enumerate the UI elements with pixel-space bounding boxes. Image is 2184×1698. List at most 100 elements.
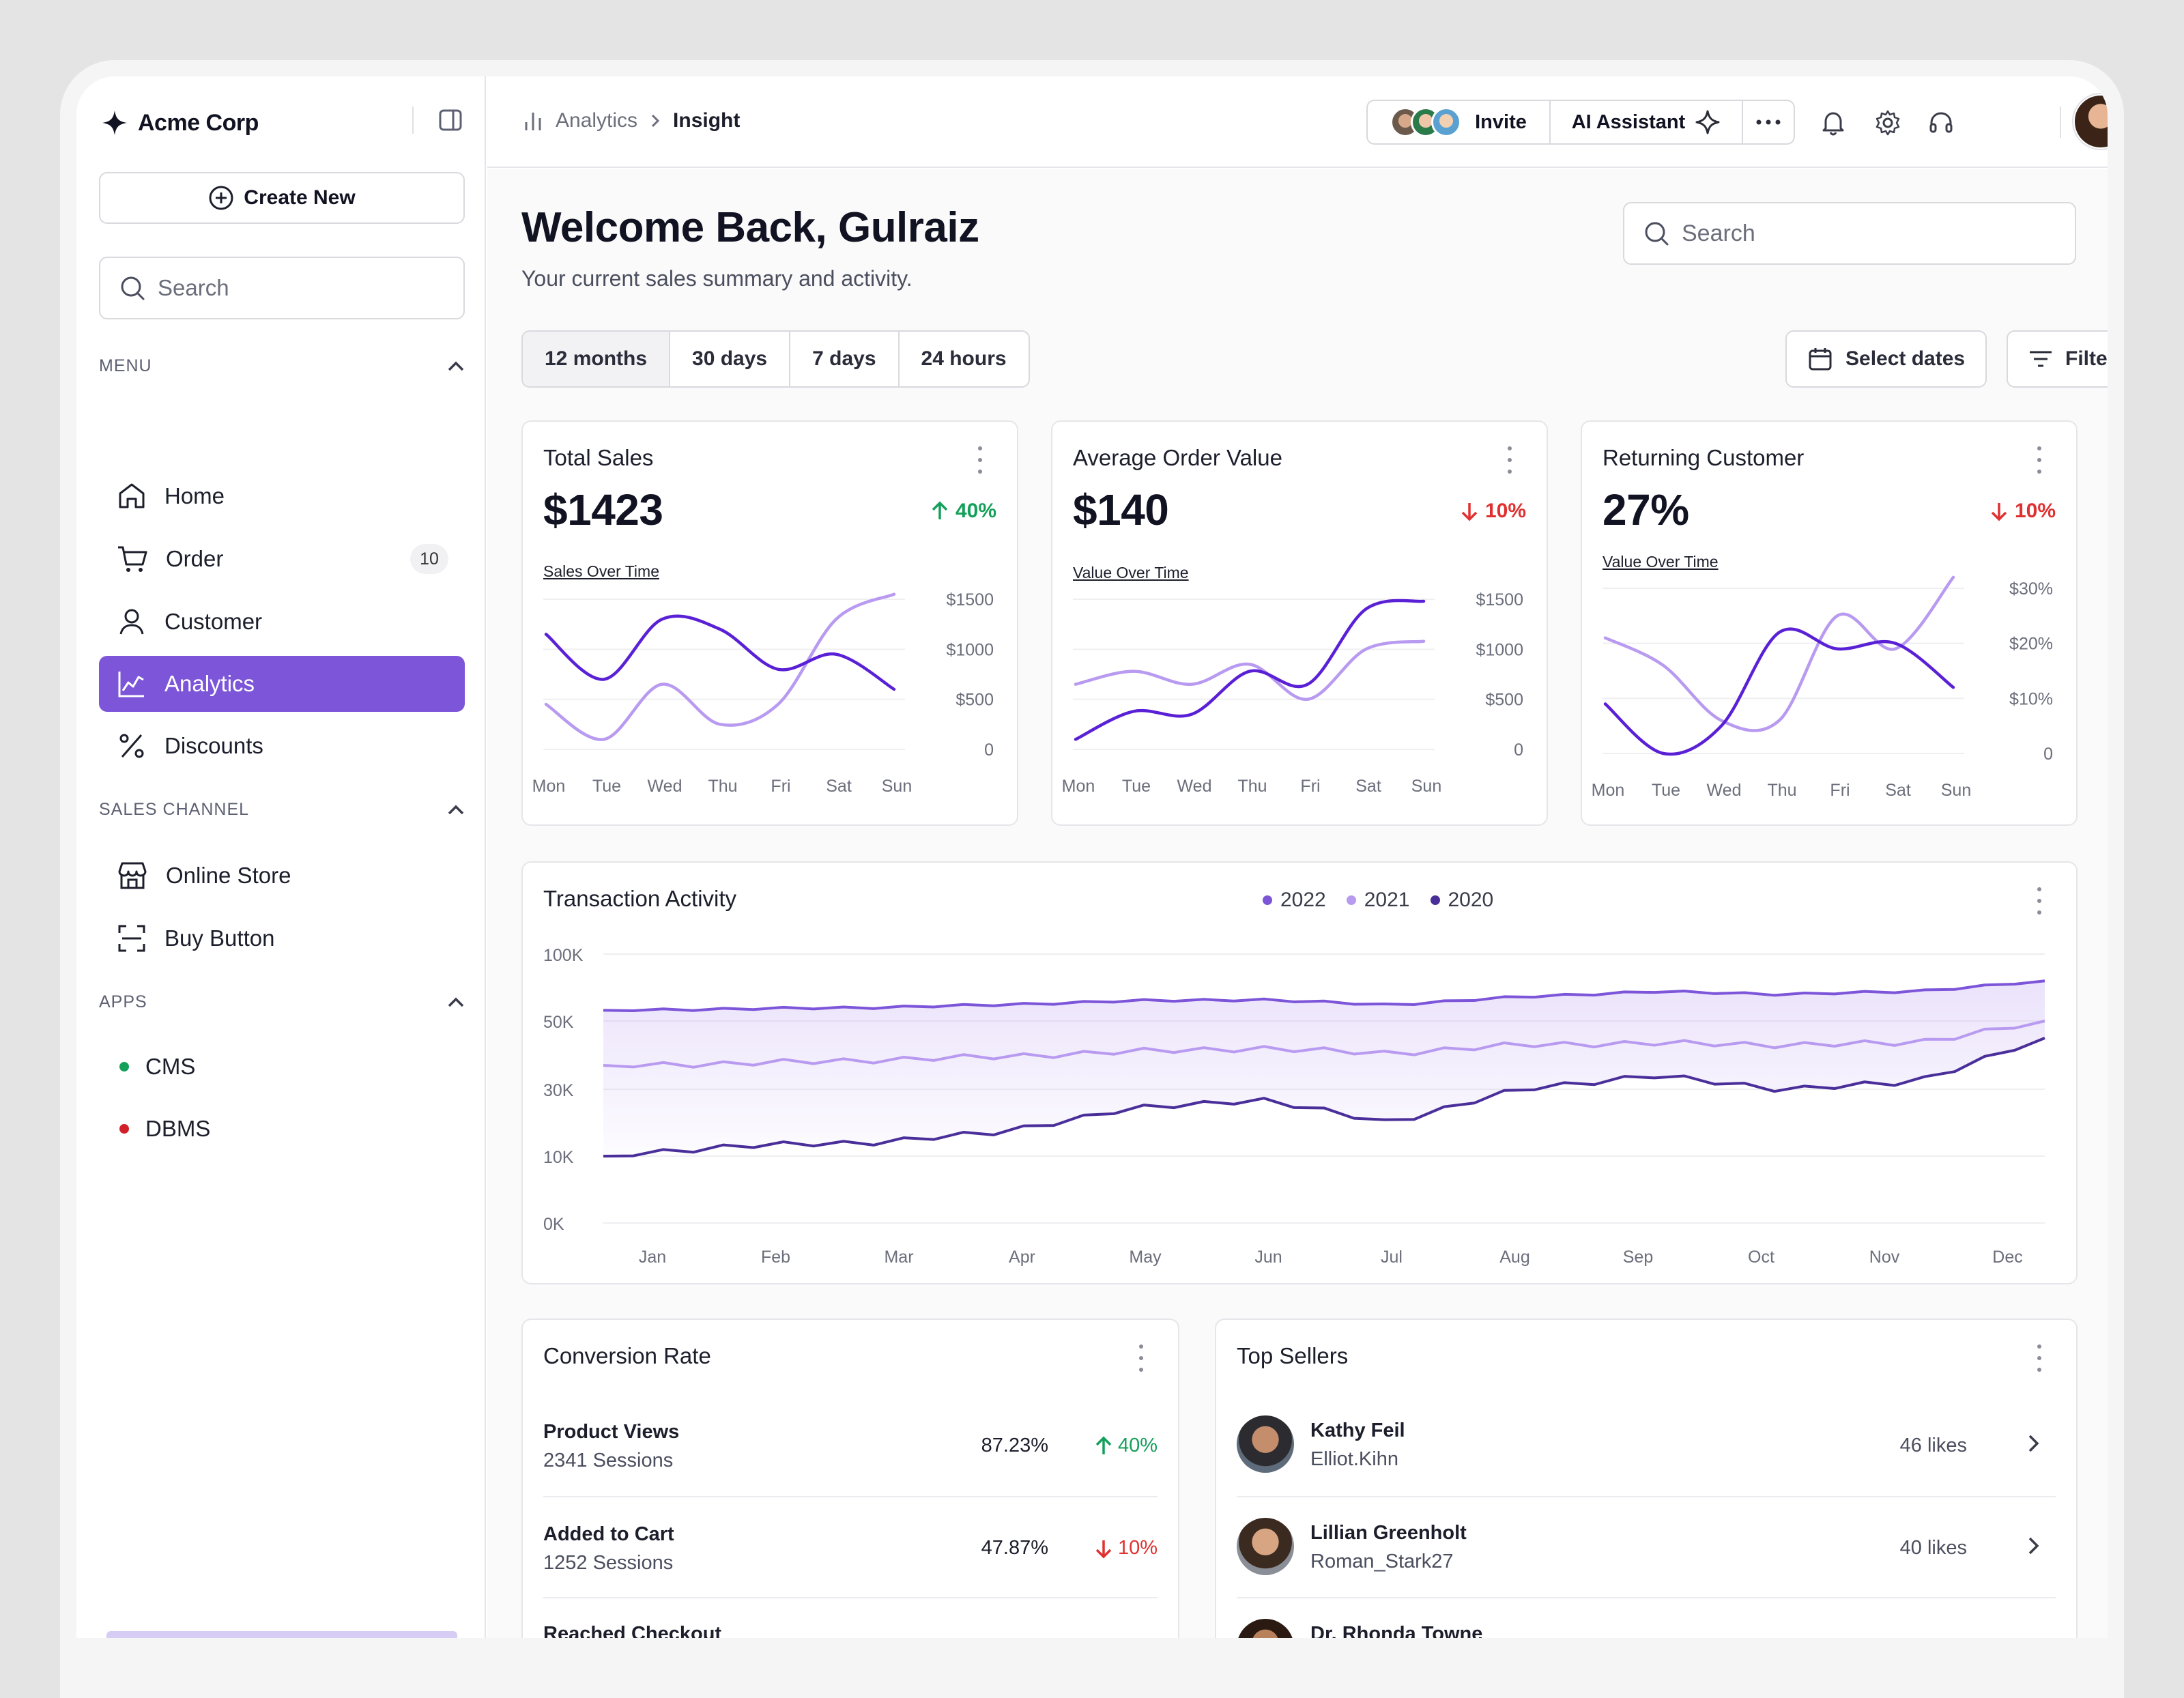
kpi-title: Average Order Value: [1073, 445, 1282, 470]
conversion-row[interactable]: Reached Checkout: [543, 1597, 1158, 1638]
x-tick-label: Thu: [1237, 777, 1267, 796]
kpi-change: 10%: [1989, 500, 2056, 523]
brand[interactable]: Acme Corp: [101, 102, 259, 143]
legend-item[interactable]: 2022: [1263, 889, 1326, 912]
main-search-placeholder: Search: [1682, 220, 1755, 246]
headset-icon: [1929, 112, 1953, 133]
y-tick-label: 0K: [543, 1215, 564, 1234]
arrow-down-icon: [1095, 1540, 1112, 1558]
user-avatar[interactable]: [2073, 94, 2108, 149]
y-tick-label: $1500: [946, 590, 994, 609]
kpi-line-chart: $30% $20% $10% 0 Mon Tue Wed Thu Fri Sat Sun: [1592, 575, 2053, 800]
range-tab-24-hours[interactable]: 24 hours: [897, 332, 1029, 386]
seller-row[interactable]: Lillian Greenholt Roman_Stark27 40 likes: [1237, 1496, 2056, 1596]
status-dot: [119, 1124, 129, 1134]
main-content: Welcome Back, Gulraiz Your current sales…: [487, 169, 2108, 1638]
support-button[interactable]: [1927, 109, 1955, 136]
legend-dot: [1263, 895, 1272, 905]
card-menu-button[interactable]: [2032, 1344, 2046, 1372]
legend-item[interactable]: 2021: [1346, 889, 1410, 912]
card-menu-button[interactable]: [2032, 446, 2046, 474]
kpi-chart-subtitle[interactable]: Sales Over Time: [543, 562, 659, 580]
sidebar-item-customer[interactable]: Customer: [99, 594, 465, 650]
more-horizontal-icon: [1756, 119, 1781, 125]
x-tick-label: Mar: [884, 1248, 913, 1267]
sidebar-search-input[interactable]: Search: [99, 257, 465, 319]
kpi-change-value: 10%: [1484, 500, 1526, 522]
ai-assistant-button[interactable]: AI Assistant: [1549, 101, 1742, 143]
cart-icon: [118, 546, 147, 572]
card-menu-button[interactable]: [1134, 1344, 1148, 1372]
x-tick-label: Sun: [1411, 777, 1441, 796]
sidebar-item-analytics[interactable]: Analytics: [99, 656, 465, 712]
chevron-up-icon: [448, 805, 464, 814]
kpi-title: Returning Customer: [1603, 445, 1805, 470]
y-tick-label: 0: [2043, 745, 2053, 764]
x-tick-label: Apr: [1009, 1248, 1035, 1267]
conversion-rate-card: Conversion Rate Product Views 2341 Sessi…: [521, 1319, 1179, 1638]
breadcrumb: Analytics Insight: [523, 109, 740, 132]
range-tab-7-days[interactable]: 7 days: [789, 332, 897, 386]
x-tick-label: Wed: [1707, 781, 1742, 800]
chart-legend: 2022 2021 2020: [1263, 889, 1493, 912]
legend-item[interactable]: 2020: [1430, 889, 1493, 912]
sidebar-item-label: DBMS: [145, 1116, 211, 1141]
y-tick-label: $20%: [2009, 635, 2053, 654]
menu-section-header[interactable]: MENU: [99, 356, 465, 376]
range-tab-12-months[interactable]: 12 months: [523, 332, 670, 386]
conversion-change: 40%: [1093, 1435, 1158, 1457]
sidebar-item-order[interactable]: Order 10: [99, 531, 465, 587]
sidebar-item-online-store[interactable]: Online Store: [99, 848, 465, 904]
filters-button[interactable]: Filters: [2007, 330, 2108, 388]
chevron-right-icon[interactable]: [2026, 1433, 2042, 1454]
arrow-down-icon: [1991, 503, 2007, 521]
card-menu-button[interactable]: [973, 446, 987, 474]
conversion-change-value: 40%: [1117, 1435, 1158, 1456]
invite-button[interactable]: Invite: [1368, 101, 1549, 143]
seller-name: Lillian Greenholt: [1310, 1522, 1467, 1544]
x-tick-label: Nov: [1869, 1248, 1900, 1267]
sales-channel-section-header[interactable]: SALES CHANNEL: [99, 800, 465, 820]
avatar: [1237, 1415, 1294, 1473]
conversion-label: Reached Checkout: [543, 1623, 722, 1638]
seller-name: Kathy Feil: [1310, 1420, 1405, 1441]
kpi-chart-subtitle[interactable]: Value Over Time: [1603, 553, 1719, 571]
more-options-button[interactable]: [1742, 101, 1794, 143]
filters-label: Filters: [2065, 347, 2108, 370]
series-line-2020: [603, 1037, 2045, 1157]
card-menu-button[interactable]: [1503, 446, 1517, 474]
x-tick-label: Sun: [882, 777, 912, 796]
sidebar-item-dbms[interactable]: DBMS: [99, 1101, 465, 1157]
sidebar-item-buy-button[interactable]: Buy Button: [99, 910, 465, 966]
conversion-row[interactable]: Product Views 2341 Sessions 87.23% 40%: [543, 1395, 1158, 1495]
conversion-row[interactable]: Added to Cart 1252 Sessions 47.87% 10%: [543, 1496, 1158, 1596]
chevron-right-icon[interactable]: [2026, 1536, 2042, 1556]
x-tick-label: Oct: [1748, 1248, 1774, 1267]
notifications-button[interactable]: [1820, 109, 1847, 136]
sidebar-item-home[interactable]: Home: [99, 468, 465, 524]
select-dates-button[interactable]: Select dates: [1785, 330, 1987, 388]
apps-section-header[interactable]: APPS: [99, 992, 465, 1012]
sidebar-item-discounts[interactable]: Discounts: [99, 718, 465, 774]
x-tick-label: Fri: [771, 777, 790, 796]
settings-button[interactable]: [1874, 109, 1901, 136]
x-tick-label: Thu: [1767, 781, 1796, 800]
sparkle-icon: [1695, 110, 1720, 134]
kpi-change: 10%: [1459, 500, 1526, 523]
sidebar-collapse-button[interactable]: [435, 105, 465, 135]
series-line-2022: [603, 979, 2045, 1013]
seller-handle: Elliot.Kihn: [1310, 1448, 1398, 1470]
card-menu-button[interactable]: [2032, 887, 2046, 915]
main-search-input[interactable]: Search: [1623, 202, 2076, 265]
breadcrumb-insight[interactable]: Insight: [673, 109, 741, 132]
create-new-button[interactable]: Create New: [99, 172, 465, 224]
chevron-up-icon: [448, 361, 464, 371]
order-count-badge: 10: [410, 544, 448, 574]
sidebar-item-cms[interactable]: CMS: [99, 1039, 465, 1095]
kpi-chart-subtitle[interactable]: Value Over Time: [1073, 564, 1189, 581]
range-tab-30-days[interactable]: 30 days: [669, 332, 789, 386]
conversion-percent: 47.87%: [981, 1537, 1048, 1559]
seller-row[interactable]: Dr. Rhonda Towne: [1237, 1597, 2056, 1638]
breadcrumb-analytics[interactable]: Analytics: [556, 109, 638, 132]
seller-row[interactable]: Kathy Feil Elliot.Kihn 46 likes: [1237, 1395, 2056, 1495]
